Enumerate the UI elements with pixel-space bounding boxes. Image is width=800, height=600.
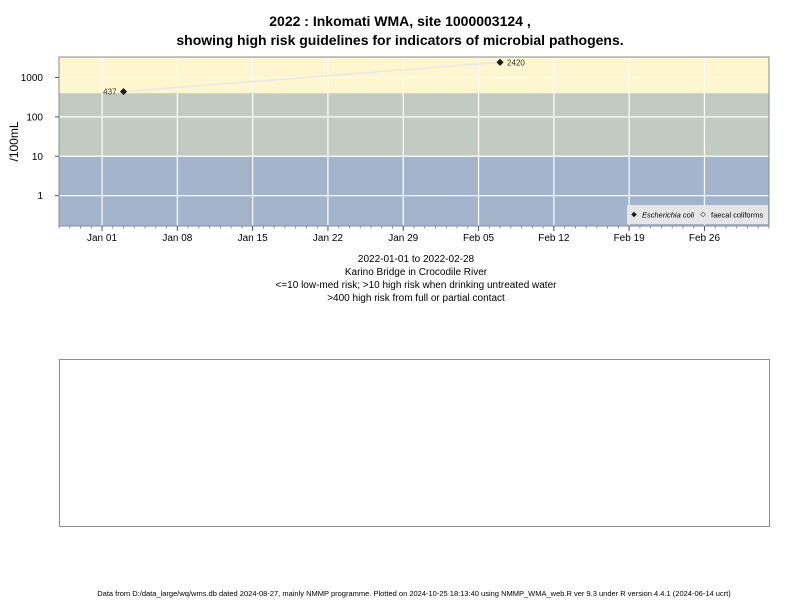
x-tick-label-0: Jan 01: [87, 233, 117, 244]
chart-title-line-1: 2022 : Inkomati WMA, site 1000003124 ,: [269, 13, 531, 29]
contact-guideline: >400 high risk from full or partial cont…: [327, 293, 505, 304]
y-axis-label: /100mL: [7, 121, 21, 161]
y-tick-label-2: 100: [26, 112, 43, 123]
chart-title-line-2: showing high risk guidelines for indicat…: [176, 32, 624, 48]
x-tick-label-1: Jan 08: [162, 233, 192, 244]
empty-plot-panel: [59, 359, 770, 527]
x-tick-label-2: Jan 15: [238, 233, 268, 244]
drinking-guideline: <=10 low-med risk; >10 high risk when dr…: [275, 280, 557, 291]
legend-label-1: faecal coliforms: [711, 211, 763, 220]
legend-marker-0: [631, 211, 637, 218]
x-tick-label-7: Feb 19: [614, 233, 646, 244]
chart-title: 2022 : Inkomati WMA, site 1000003124 , s…: [0, 12, 800, 50]
x-tick-label-4: Jan 29: [388, 233, 418, 244]
series-connector-line: [123, 61, 501, 93]
data-label-0-1: 2420: [507, 58, 525, 67]
microbial-risk-chart: 437 2420 1 10 100 1000 Jan 01 Jan 08 Jan 15 Jan…: [7, 56, 770, 244]
legend-label-0: Escherichia coli: [642, 211, 694, 220]
y-tick-label-3: 1000: [21, 73, 44, 84]
footer-note: Data from D:/data_large/wq/wms.db dated …: [97, 589, 731, 598]
x-tick-label-5: Feb 05: [463, 233, 495, 244]
data-point-0-1: [496, 58, 504, 66]
date-range: 2022-01-01 to 2022-02-28: [357, 254, 475, 265]
data-point-0-0: [119, 88, 128, 96]
x-tick-label-8: Feb 26: [689, 233, 721, 244]
chart-info: 2022-01-01 to 2022-02-28 Karino Bridge i…: [0, 253, 800, 305]
x-tick-label-3: Jan 22: [313, 233, 343, 244]
site-name: Karino Bridge in Crocodile River: [344, 267, 488, 278]
legend-box: [627, 205, 768, 224]
data-label-0-0: 437: [103, 88, 117, 97]
x-tick-label-6: Feb 12: [538, 233, 570, 244]
y-tick-label-1: 10: [32, 152, 44, 163]
y-tick-label-0: 1: [37, 191, 43, 202]
legend-marker-1: [700, 211, 706, 218]
risk-band-1: [59, 93, 769, 157]
